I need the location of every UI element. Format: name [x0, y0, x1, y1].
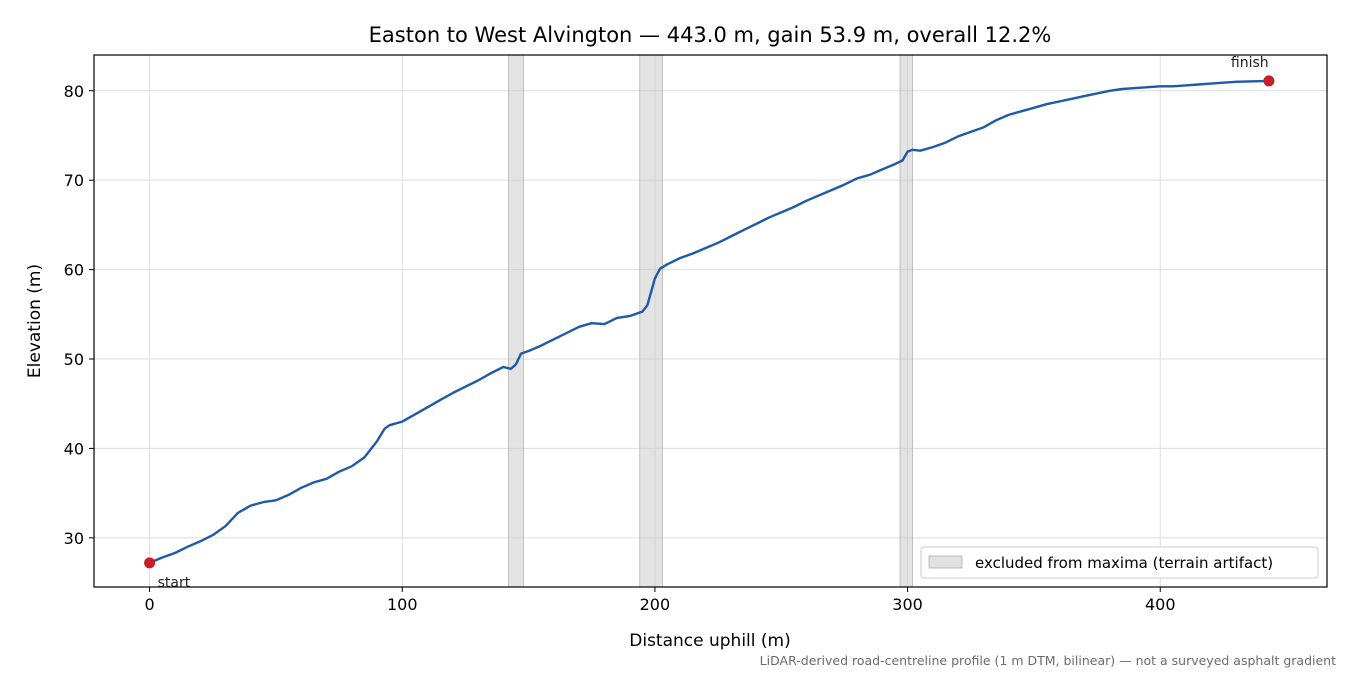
- x-axis-label: Distance uphill (m): [629, 631, 790, 651]
- excluded-band: [639, 54, 663, 588]
- x-tick-label: 0: [144, 595, 154, 614]
- y-tick-label: 70: [64, 171, 84, 190]
- legend-swatch: [928, 555, 963, 569]
- x-tick-label: 200: [640, 595, 671, 614]
- y-tick-label: 60: [64, 261, 84, 280]
- grid: [94, 55, 1327, 587]
- endpoint-markers: start finish: [144, 55, 1275, 591]
- start-marker: [144, 557, 156, 569]
- y-tick-label: 30: [64, 529, 84, 548]
- series-layer: [149, 79, 1269, 565]
- x-tick-label: 400: [1145, 595, 1176, 614]
- excluded-bands: [507, 54, 914, 588]
- chart-title: Easton to West Alvington — 443.0 m, gain…: [369, 23, 1052, 47]
- start-label: start: [158, 575, 191, 591]
- legend-label: excluded from maxima (terrain artifact): [975, 554, 1273, 572]
- y-axis-label: Elevation (m): [25, 264, 45, 378]
- finish-label: finish: [1231, 55, 1269, 71]
- excluded-band: [507, 54, 524, 588]
- excluded-band: [899, 54, 914, 588]
- legend: excluded from maxima (terrain artifact): [920, 546, 1319, 579]
- legend-box: [920, 546, 1319, 579]
- axis-ticks: 0 100 200 300 400 30 40 50 60 70 80: [64, 82, 1176, 614]
- plot-frame: [93, 54, 1328, 588]
- elevation-series-line: [149, 79, 1269, 565]
- finish-marker: [1263, 75, 1275, 87]
- footnote: LiDAR-derived road-centreline profile (1…: [760, 653, 1336, 668]
- x-tick-label: 100: [387, 595, 418, 614]
- y-tick-label: 50: [64, 350, 84, 369]
- y-tick-label: 80: [64, 82, 84, 101]
- x-tick-label: 300: [892, 595, 923, 614]
- y-tick-label: 40: [64, 439, 84, 458]
